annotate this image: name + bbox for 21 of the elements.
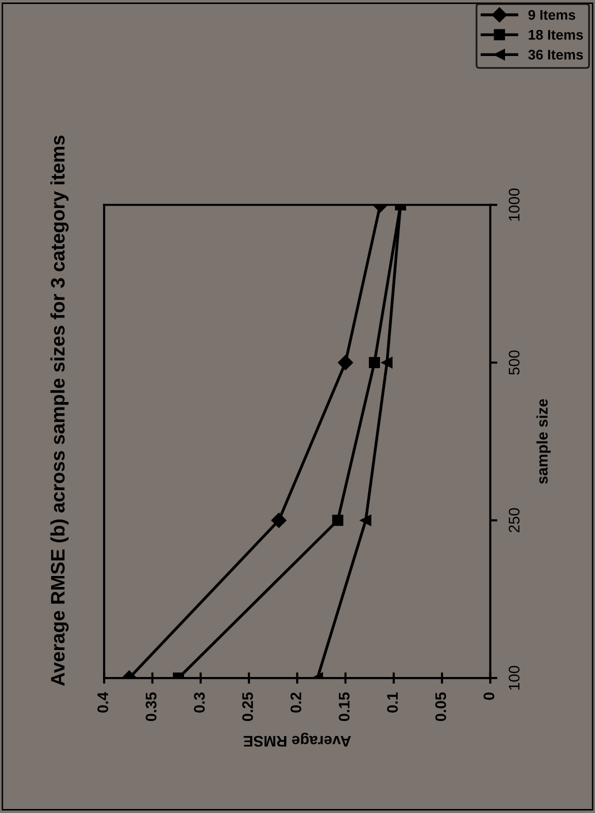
- legend-label: 9 Items: [528, 10, 576, 20]
- point: [368, 357, 380, 368]
- y-tick-label: 250: [508, 508, 520, 532]
- x-tick-label: 0.05: [435, 692, 446, 722]
- legend-label: 18 Items: [528, 30, 583, 40]
- y-tick-label: 500: [508, 350, 520, 375]
- x-axis-title: Average RMSE: [244, 732, 351, 747]
- y-tick-label: 1000: [508, 188, 520, 221]
- legend-label: 36 Items: [528, 50, 583, 60]
- x-tick-label: 0.15: [338, 692, 350, 722]
- x-tick-label: 0: [484, 692, 494, 700]
- x-tick-label: 0.35: [146, 692, 157, 722]
- text: Average RMSE (b) across sample sizes for 3 category items: [50, 136, 69, 686]
- x-tick-label: 0.25: [242, 692, 254, 722]
- y-tick-label: 100: [508, 666, 520, 690]
- y-axis-title: sample size: [536, 399, 551, 484]
- x-tick-label: 0.3: [194, 692, 205, 713]
- x-tick-label: 0.1: [387, 692, 398, 713]
- x-tick-label: 0.2: [290, 692, 302, 713]
- point: [332, 514, 344, 526]
- x-tick-label: 0.4: [97, 692, 108, 713]
